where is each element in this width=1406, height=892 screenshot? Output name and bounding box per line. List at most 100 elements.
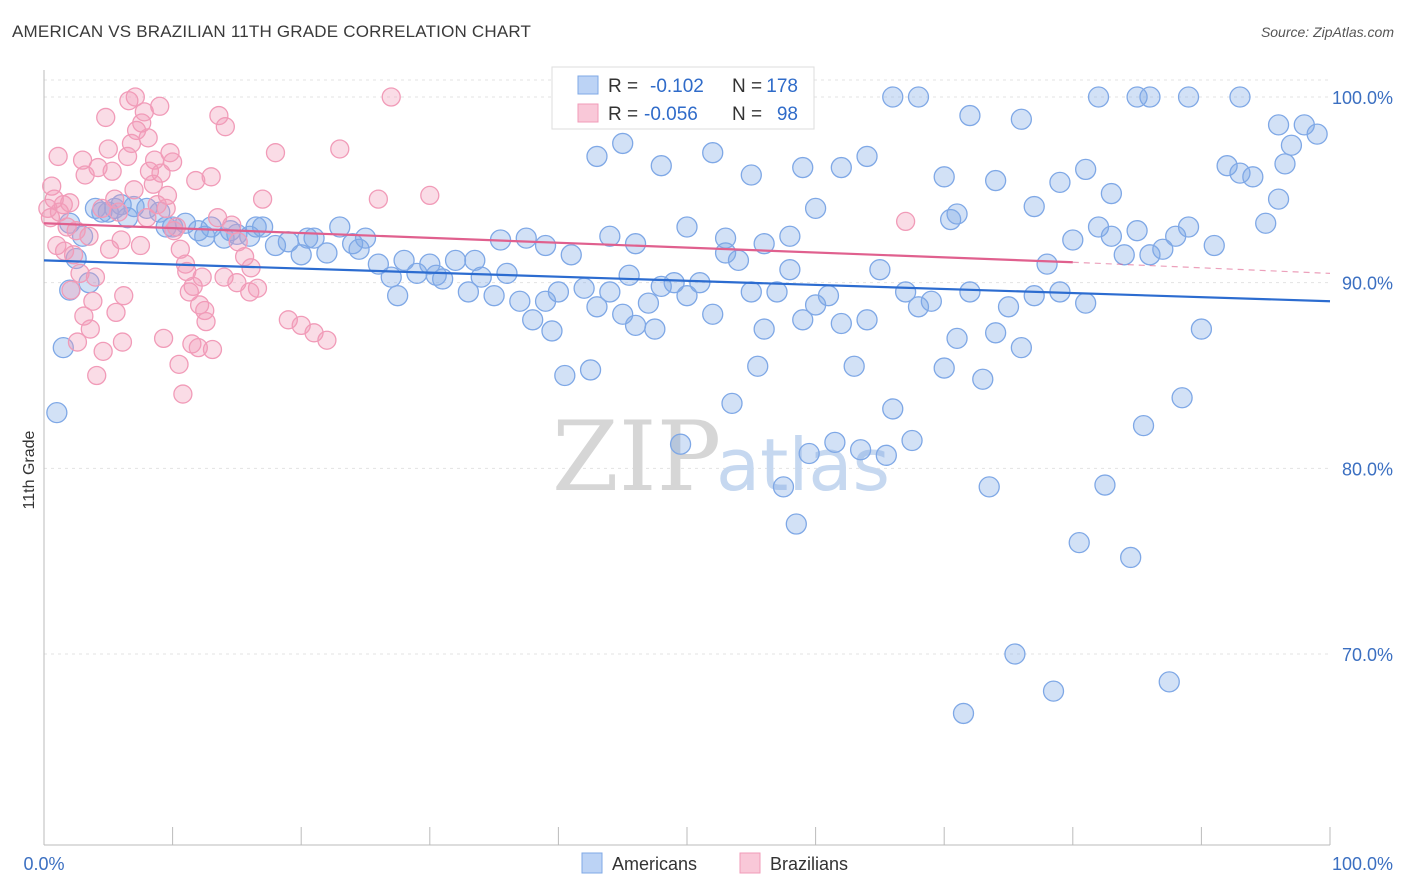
brazilians-point	[60, 193, 80, 213]
americans-point	[772, 476, 795, 498]
brazilians-point	[93, 341, 113, 362]
brazilians-point	[79, 226, 99, 246]
americans-point	[1229, 162, 1251, 184]
legend-r-label-americans: R =	[608, 76, 638, 97]
americans-point	[830, 156, 852, 179]
y-axis-label: 11th Grade	[21, 430, 38, 509]
legend-swatch-brazilians	[577, 103, 599, 123]
americans-point	[367, 253, 390, 275]
americans-point	[1087, 86, 1110, 108]
americans-point	[1274, 153, 1296, 175]
americans-point	[740, 281, 762, 303]
legend-r-value-americans: -0.102	[650, 76, 704, 97]
americans-point	[1171, 387, 1193, 409]
americans-point	[579, 359, 602, 381]
americans-point	[599, 281, 621, 303]
americans-point	[984, 322, 1007, 344]
x-tick-label: 100.0%	[1332, 854, 1393, 874]
brazilians-point	[125, 87, 145, 107]
americans-point	[341, 233, 364, 255]
americans-point	[804, 197, 827, 220]
chart-title: AMERICAN VS BRAZILIAN 11TH GRADE CORRELA…	[12, 22, 532, 41]
brazilians-point	[252, 189, 273, 209]
americans-point	[457, 281, 480, 303]
americans-point	[997, 296, 1020, 318]
americans-point	[959, 281, 981, 303]
americans-point	[612, 132, 634, 155]
americans-point	[316, 242, 338, 264]
americans-point	[46, 401, 68, 424]
brazilians-point	[153, 328, 174, 349]
bottom-legend-brazilians: Brazilians	[770, 854, 848, 874]
americans-point	[798, 442, 820, 465]
x-tick-labels: 0.0% 100.0%	[23, 854, 1393, 874]
americans-point	[1126, 86, 1148, 108]
brazilians-point	[381, 87, 401, 107]
brazilians-point	[124, 180, 144, 200]
americans-point	[637, 292, 660, 314]
series-americans-points	[46, 86, 1328, 725]
americans-point	[792, 309, 814, 331]
americans-point	[541, 320, 563, 342]
americans-point	[554, 364, 576, 387]
americans-point	[843, 355, 865, 377]
americans-point	[187, 220, 209, 242]
brazilians-point	[54, 241, 75, 261]
brazilians-point	[157, 185, 178, 206]
americans-point	[1049, 171, 1071, 194]
americans-point	[1113, 244, 1135, 266]
americans-point	[984, 169, 1007, 192]
americans-point	[1229, 86, 1251, 108]
brazilians-point	[108, 202, 129, 222]
americans-point	[624, 314, 647, 337]
americans-point	[573, 277, 595, 299]
americans-point	[586, 145, 608, 168]
americans-point	[779, 259, 801, 281]
x-tick-label: 0.0%	[23, 854, 64, 874]
americans-point	[676, 216, 698, 238]
series-brazilians-points	[38, 87, 916, 404]
americans-point	[1010, 336, 1033, 359]
brazilians-point	[209, 105, 229, 126]
americans-point	[1177, 86, 1200, 108]
americans-point	[669, 433, 692, 455]
americans-point	[329, 216, 351, 238]
americans-point	[393, 249, 415, 272]
brazilians-point	[102, 161, 122, 181]
americans-point	[464, 249, 486, 272]
americans-point	[1126, 220, 1148, 242]
americans-point	[290, 244, 312, 266]
brazilians-point	[87, 365, 107, 386]
legend-r-value-brazilians: -0.056	[644, 104, 698, 125]
americans-point	[824, 431, 846, 453]
americans-point	[1267, 114, 1290, 136]
brazilians-point	[420, 185, 440, 206]
americans-point	[1242, 166, 1264, 188]
americans-point	[946, 203, 968, 225]
americans-point	[875, 444, 897, 466]
americans-point	[1139, 244, 1161, 266]
americans-point	[1075, 158, 1097, 181]
brazilians-point	[72, 150, 93, 170]
americans-point	[1023, 285, 1045, 307]
americans-point	[939, 208, 962, 231]
trend-line-brazilians-extension	[1072, 261, 1331, 274]
brazilians-point	[170, 239, 190, 259]
americans-point	[1036, 253, 1058, 275]
americans-point	[1068, 531, 1090, 554]
brazilians-point	[85, 267, 106, 287]
brazilians-point	[196, 312, 216, 332]
americans-point	[747, 355, 769, 377]
americans-point	[496, 262, 518, 285]
bottom-legend: Americans Brazilians	[581, 852, 848, 874]
brazilians-point	[143, 174, 163, 194]
americans-point	[194, 225, 216, 247]
brazilians-point	[61, 280, 81, 300]
y-tick-label: 100.0%	[1332, 88, 1393, 108]
americans-point	[84, 197, 107, 220]
americans-point	[483, 285, 505, 307]
americans-point	[264, 234, 287, 257]
americans-point	[1190, 318, 1213, 340]
brazilians-point	[368, 189, 389, 209]
